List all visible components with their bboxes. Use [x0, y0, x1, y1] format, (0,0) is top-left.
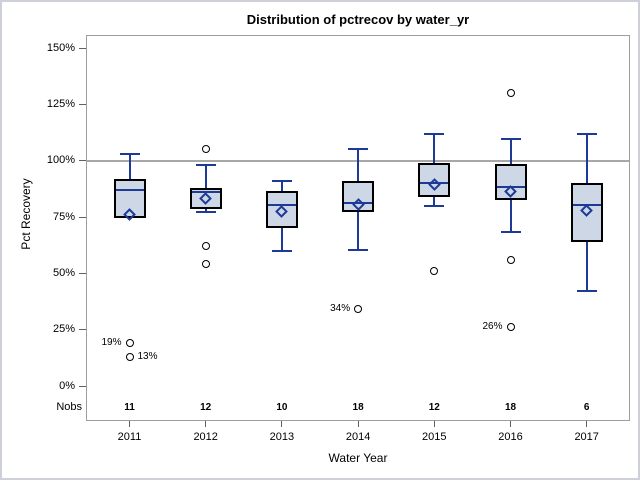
outlier-label: 19% [101, 337, 122, 349]
outlier-circle [125, 339, 134, 348]
outlier-label: 34% [330, 303, 351, 315]
y-tick-label: 150% [46, 41, 75, 54]
y-tick-label: 100% [46, 154, 75, 167]
nobs-value: 18 [352, 402, 364, 413]
box-iqr [570, 183, 603, 242]
nobs-value: 10 [276, 402, 288, 413]
upper-whisker-cap [348, 148, 369, 151]
x-tickmark [510, 421, 511, 427]
x-tick-label: 2013 [269, 431, 295, 443]
lower-whisker-line [509, 200, 512, 232]
nobs-value: 6 [583, 402, 590, 413]
y-tickmark [79, 103, 86, 105]
nobs-value: 12 [200, 402, 212, 413]
y-tickmark [79, 216, 86, 218]
outlier-circle [201, 145, 210, 154]
median-line [191, 191, 220, 194]
upper-whisker-line [433, 133, 436, 163]
upper-whisker-line [280, 180, 283, 192]
upper-whisker-cap [500, 138, 521, 141]
outlier-circle [506, 323, 515, 332]
box-iqr [418, 162, 451, 197]
box-iqr [265, 191, 298, 229]
x-tick-label: 2012 [193, 431, 218, 443]
lower-whisker-cap [424, 204, 445, 207]
x-tick-label: 2014 [345, 431, 371, 443]
y-tick-label: 125% [46, 97, 75, 110]
upper-whisker-line [509, 139, 512, 165]
upper-whisker-line [357, 149, 360, 181]
x-tickmark [129, 421, 130, 427]
outlier-circle [125, 352, 134, 361]
y-tick-label: 25% [52, 323, 75, 336]
lower-whisker-cap [271, 249, 292, 252]
box-iqr [342, 180, 375, 213]
outlier-circle [430, 267, 439, 276]
nobs-value: 11 [124, 402, 135, 413]
y-tick-label: 75% [52, 210, 75, 223]
lower-whisker-line [280, 228, 283, 251]
upper-whisker-line [204, 165, 207, 188]
upper-whisker-cap [424, 132, 445, 135]
box-iqr [494, 164, 527, 201]
y-tickmark [79, 160, 86, 162]
y-tick-label: 0% [59, 379, 75, 392]
upper-whisker-cap [271, 179, 292, 182]
y-tickmark [79, 385, 86, 387]
nobs-value: 12 [428, 402, 440, 413]
upper-whisker-line [585, 133, 588, 184]
lower-whisker-cap [500, 230, 521, 233]
upper-whisker-line [128, 153, 131, 179]
x-tickmark [205, 421, 207, 427]
outlier-label: 13% [137, 350, 158, 362]
lower-whisker-line [357, 212, 360, 250]
lower-whisker-cap [348, 248, 369, 251]
upper-whisker-cap [195, 164, 216, 167]
x-tick-label: 2017 [574, 431, 599, 443]
outlier-circle [354, 305, 363, 314]
upper-whisker-cap [119, 152, 140, 155]
y-tickmark [79, 272, 86, 274]
outlier-circle [506, 89, 515, 98]
median-line [115, 188, 144, 191]
y-tick-label: 50% [52, 266, 75, 279]
y-tickmark [79, 329, 86, 331]
x-tick-label: 2015 [422, 431, 447, 443]
median-line [496, 185, 525, 188]
outlier-circle [201, 260, 210, 269]
plot-area-frame [86, 35, 630, 421]
median-line [344, 202, 373, 205]
lower-whisker-cap [195, 211, 216, 214]
x-tickmark [433, 421, 435, 427]
x-tick-label: 2016 [498, 431, 523, 443]
x-axis-label: Water Year [328, 451, 388, 465]
outlier-circle [201, 242, 210, 251]
x-tickmark [357, 421, 359, 427]
lower-whisker-cap [576, 290, 597, 293]
lower-whisker-line [433, 196, 436, 206]
chart-title: Distribution of pctrecov by water_yr [246, 12, 470, 27]
x-tickmark [281, 421, 283, 427]
nobs-value: 18 [504, 402, 517, 413]
x-tick-label: 2011 [117, 431, 142, 443]
median-line [420, 182, 449, 185]
outlier-label: 26% [482, 321, 503, 333]
upper-whisker-cap [576, 132, 597, 135]
y-tickmark [79, 47, 86, 49]
lower-whisker-line [204, 209, 207, 213]
outlier-circle [506, 255, 515, 264]
lower-whisker-line [585, 241, 588, 292]
box-iqr [113, 178, 146, 219]
median-line [267, 203, 296, 206]
x-tickmark [586, 421, 588, 427]
median-line [572, 203, 601, 206]
nobs-row-label: Nobs [56, 401, 82, 413]
